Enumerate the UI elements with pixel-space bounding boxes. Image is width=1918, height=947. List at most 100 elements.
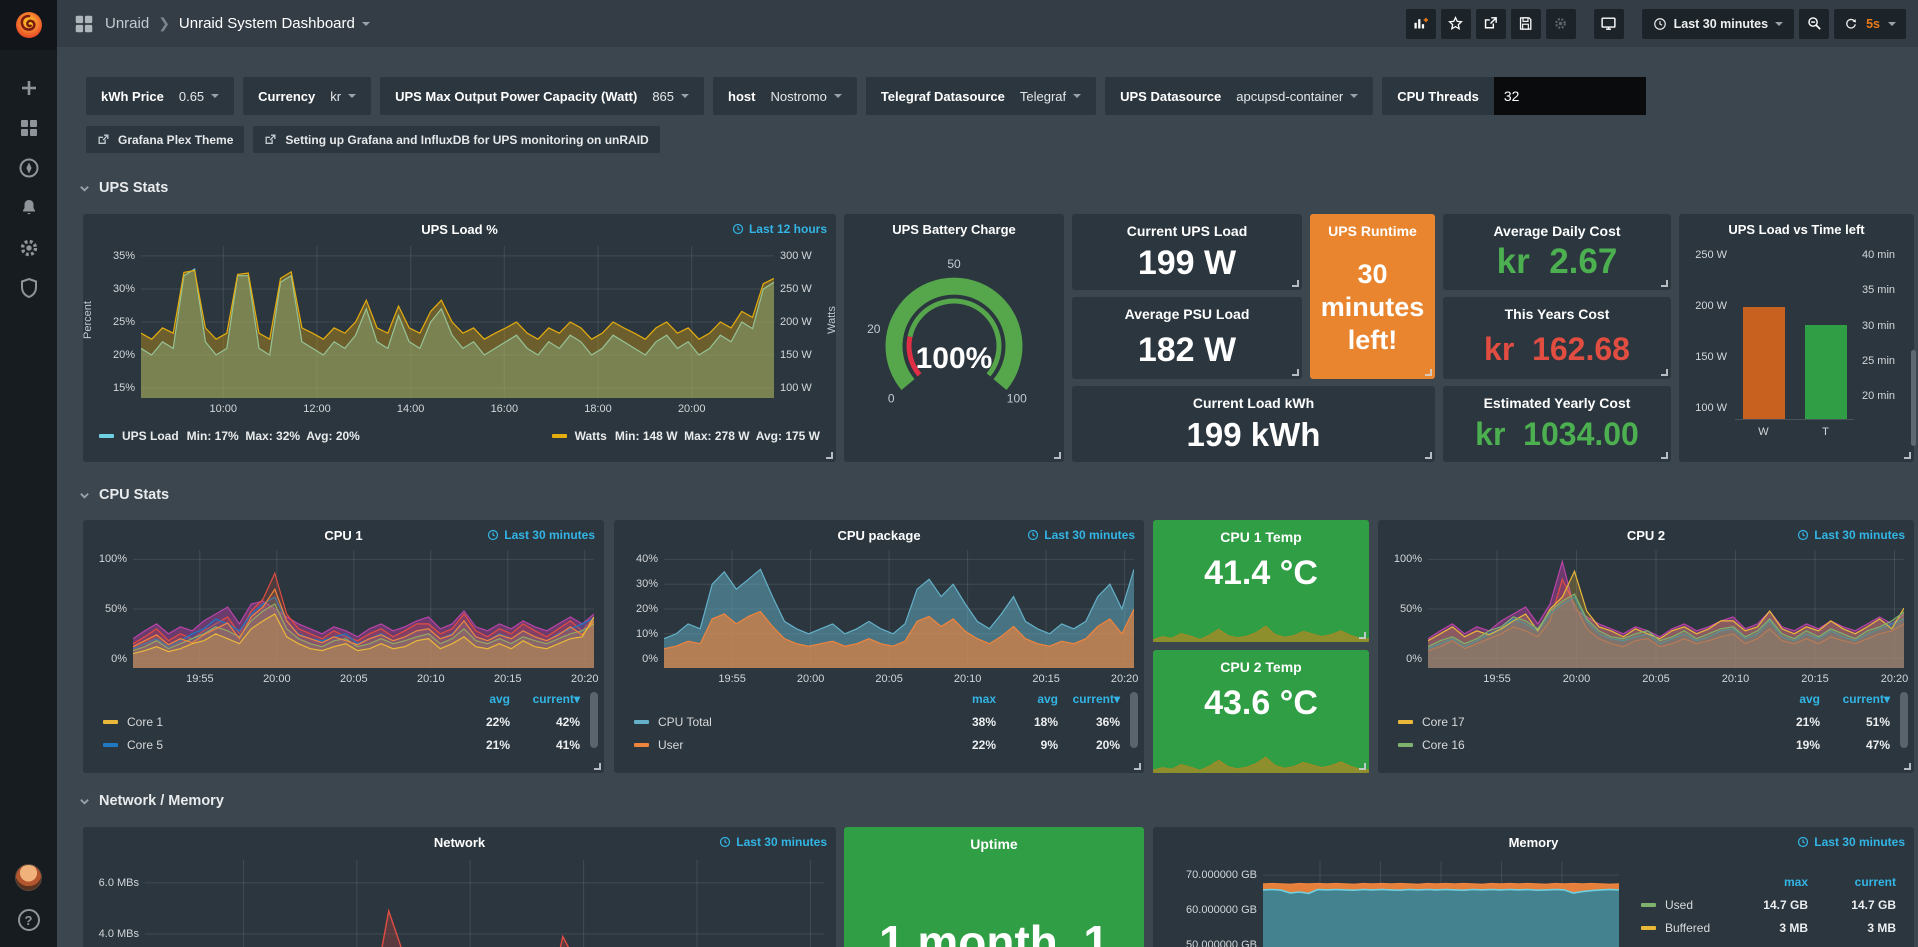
- breadcrumb-dashboard-title[interactable]: Unraid System Dashboard: [178, 15, 355, 32]
- bar-chart-area[interactable]: [1735, 250, 1854, 420]
- stat-title[interactable]: Uptime: [970, 836, 1018, 852]
- tv-kiosk-mode-button[interactable]: [1593, 8, 1624, 39]
- grafana-logo-icon[interactable]: [0, 0, 57, 50]
- panel-title[interactable]: UPS Load vs Time left: [1728, 222, 1865, 237]
- variable-label: Telegraf Datasource: [880, 88, 1005, 104]
- y-axis-right: 300 W 250 W 200 W 150 W 100 W: [780, 249, 812, 395]
- legend-scrollbar[interactable]: [590, 692, 598, 748]
- variable-value[interactable]: 0.65: [179, 89, 220, 104]
- leg-row[interactable]: Core 5 21% 41%: [103, 733, 580, 756]
- stat-title[interactable]: UPS Runtime: [1328, 223, 1417, 239]
- stat-title[interactable]: Current UPS Load: [1126, 223, 1248, 239]
- dashboard-canvas: kWh Price 0.65 Currency kr UPS Max Outpu…: [57, 47, 1918, 947]
- panel-time-range[interactable]: Last 30 minutes: [487, 528, 595, 542]
- stat-title[interactable]: This Years Cost: [1504, 306, 1610, 322]
- variable-ups-datasource[interactable]: UPS Datasource apcupsd-container: [1105, 77, 1374, 115]
- variable-ups-max-output[interactable]: UPS Max Output Power Capacity (Watt) 865: [380, 77, 705, 115]
- explore-compass-icon[interactable]: [17, 156, 41, 180]
- panel-title[interactable]: Memory: [1508, 835, 1559, 850]
- leg-row[interactable]: Core 17 21% 51%: [1398, 710, 1890, 733]
- variable-value[interactable]: kr: [330, 89, 357, 104]
- variable-currency[interactable]: Currency kr: [243, 77, 372, 115]
- breadcrumb-folder[interactable]: Unraid: [105, 15, 150, 32]
- variable-kwh-price[interactable]: kWh Price 0.65: [86, 77, 235, 115]
- help-icon[interactable]: ?: [17, 909, 40, 931]
- clock-icon: [720, 836, 731, 848]
- leg-row[interactable]: Core 1 22% 42%: [103, 710, 580, 733]
- section-network-memory[interactable]: Network / Memory: [79, 793, 224, 809]
- panel-title[interactable]: CPU 1: [324, 528, 363, 543]
- stat-title[interactable]: Current Load kWh: [1192, 395, 1315, 411]
- variable-host[interactable]: host Nostromo: [713, 77, 857, 115]
- breadcrumb-caret-icon[interactable]: [361, 21, 370, 26]
- variable-value[interactable]: Telegraf: [1020, 89, 1082, 104]
- create-plus-icon[interactable]: [17, 76, 41, 100]
- panel-title[interactable]: Network: [433, 835, 486, 850]
- variable-value[interactable]: apcupsd-container: [1236, 89, 1359, 104]
- legend-item-watts[interactable]: Watts Min: 148 W Max: 278 W Avg: 175 W: [551, 429, 820, 443]
- panel-time-range[interactable]: Last 30 minutes: [1797, 528, 1905, 542]
- cpu2-chart[interactable]: [1428, 550, 1904, 668]
- section-cpu-stats[interactable]: CPU Stats: [79, 487, 169, 503]
- leg-row[interactable]: Used 14.7 GB 14.7 GB: [1641, 893, 1896, 916]
- link-grafana-plex-theme[interactable]: Grafana Plex Theme: [86, 126, 245, 153]
- clock-icon: [732, 223, 744, 235]
- panel-title[interactable]: CPU 2: [1626, 528, 1666, 543]
- page-scrollbar[interactable]: [1911, 350, 1916, 446]
- variable-telegraf-datasource[interactable]: Telegraf Datasource Telegraf: [865, 77, 1097, 115]
- section-ups-stats[interactable]: UPS Stats: [79, 180, 168, 196]
- variable-value[interactable]: 865: [652, 89, 690, 104]
- panel-time-range[interactable]: Last 30 minutes: [1797, 835, 1905, 849]
- cpu1-chart[interactable]: [133, 550, 594, 668]
- legend-scrollbar[interactable]: [1900, 692, 1908, 748]
- panel-time-range[interactable]: Last 12 hours: [732, 222, 827, 236]
- variable-label: UPS Datasource: [1120, 88, 1222, 104]
- refresh-picker[interactable]: 5s: [1834, 8, 1906, 39]
- stat-title[interactable]: Average Daily Cost: [1493, 223, 1621, 239]
- stat-title[interactable]: Average PSU Load: [1124, 306, 1250, 322]
- stat-title[interactable]: CPU 2 Temp: [1220, 659, 1302, 675]
- panel-title[interactable]: CPU package: [837, 528, 921, 543]
- star-dashboard-button[interactable]: [1440, 8, 1471, 39]
- save-dashboard-button[interactable]: [1510, 8, 1541, 39]
- add-panel-button[interactable]: [1405, 8, 1436, 39]
- bar-T[interactable]: [1804, 325, 1847, 419]
- dashboard-settings-gear-icon[interactable]: [1545, 8, 1576, 39]
- alerting-bell-icon[interactable]: [17, 196, 41, 220]
- stat-title[interactable]: Estimated Yearly Cost: [1483, 395, 1631, 411]
- configuration-gear-icon[interactable]: [17, 236, 41, 260]
- panel-title[interactable]: UPS Load %: [421, 222, 498, 237]
- leg-row[interactable]: Buffered 3 MB 3 MB: [1641, 916, 1896, 939]
- stat-title[interactable]: CPU 1 Temp: [1220, 529, 1302, 545]
- chevron-down-icon: [80, 798, 89, 805]
- user-avatar[interactable]: [15, 864, 42, 891]
- network-chart[interactable]: [145, 860, 824, 947]
- legend-scrollbar[interactable]: [1130, 692, 1138, 748]
- panel-time-range[interactable]: Last 30 minutes: [719, 835, 827, 849]
- variable-value[interactable]: Nostromo: [770, 89, 842, 104]
- leg-row[interactable]: User 22% 9% 20%: [634, 733, 1120, 756]
- y-axis-label-left: Percent: [81, 301, 94, 339]
- ups-load-chart[interactable]: [141, 246, 774, 398]
- cpu-threads-input[interactable]: [1493, 77, 1646, 115]
- panel-title[interactable]: UPS Battery Charge: [892, 222, 1016, 237]
- leg-row[interactable]: Core 16 19% 47%: [1398, 733, 1890, 756]
- zoom-out-time-button[interactable]: [1799, 8, 1830, 39]
- link-ups-monitoring-guide[interactable]: Setting up Grafana and InfluxDB for UPS …: [253, 126, 660, 153]
- time-range-caret-icon: [1775, 21, 1784, 26]
- bar-W[interactable]: [1742, 307, 1785, 419]
- share-dashboard-button[interactable]: [1475, 8, 1506, 39]
- stat-value: 182 W: [1137, 331, 1237, 369]
- admin-shield-icon[interactable]: [17, 276, 41, 300]
- panel-this-years-cost: This Years Cost kr 162.68: [1443, 297, 1671, 379]
- memory-chart[interactable]: [1263, 861, 1619, 947]
- stat-value: kr 162.68: [1484, 331, 1630, 367]
- time-range-picker[interactable]: Last 30 minutes: [1641, 8, 1795, 39]
- panel-ups-load: UPS Load % Last 12 hours Percent Watts 3…: [81, 214, 838, 462]
- leg-row[interactable]: CPU Total 38% 18% 36%: [634, 710, 1120, 733]
- panel-time-range[interactable]: Last 30 minutes: [1027, 528, 1135, 542]
- dashboards-icon[interactable]: [17, 116, 41, 140]
- cpu-package-chart[interactable]: [664, 550, 1134, 668]
- legend-item-ups-load[interactable]: UPS Load Min: 17% Max: 32% Avg: 20%: [99, 429, 360, 443]
